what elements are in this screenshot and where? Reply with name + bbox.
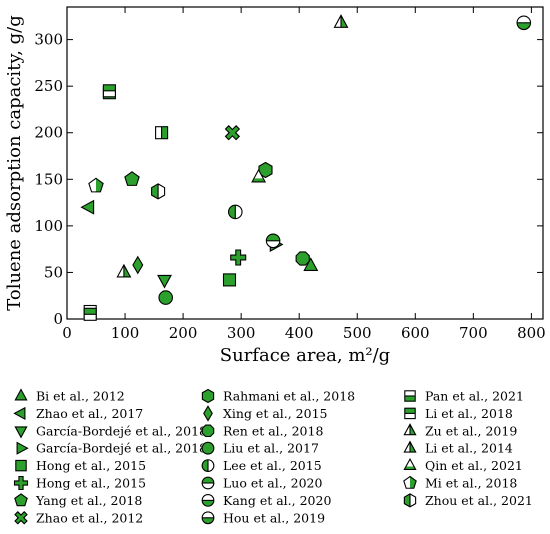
legend-label: Li et al., 2014 [425,441,513,456]
x-tick-label: 0 [62,324,72,342]
legend-label: Pan et al., 2021 [425,389,524,404]
plot-frame [66,6,544,320]
legend-label: Lee et al., 2015 [223,458,322,473]
legend-label: Zu et al., 2019 [425,423,517,438]
data-point [222,273,237,287]
x-tick-label: 700 [459,324,488,342]
legend-label: Hong et al., 2015 [36,458,146,473]
data-point [251,168,267,183]
legend-label: Rahmani et al., 2018 [223,389,355,404]
legend-marker [201,511,215,525]
legend-label: Hou et al., 2019 [223,510,325,525]
x-tick-label: 800 [517,324,546,342]
legend-marker [403,440,417,453]
legend-label: Liu et al., 2017 [223,441,319,456]
data-point [116,263,132,278]
legend-marker [403,493,417,508]
x-tick-label: 500 [343,324,372,342]
legend-marker [201,493,215,507]
legend-marker [14,493,28,507]
data-point [80,199,95,215]
legend-label: García-Bordejé et al., 2018 [36,423,207,438]
legend-marker [403,423,417,436]
data-point [151,183,166,200]
data-point [155,126,169,140]
legend-marker [201,459,215,473]
legend-marker [203,405,213,422]
legend-label: Hong et al., 2015 [36,476,146,491]
data-point [124,171,140,186]
legend-marker [404,390,416,402]
legend-label: Zhao et al., 2012 [36,510,143,525]
y-tick-label: 200 [34,124,63,142]
data-point [158,290,173,305]
data-point [516,15,532,31]
y-tick-label: 150 [34,170,63,188]
data-point [157,274,172,289]
y-tick-label: 0 [53,310,63,328]
legend-marker [201,388,215,404]
x-tick-label: 300 [227,324,256,342]
legend-label: Kang et al., 2020 [223,493,331,508]
x-tick-label: 200 [169,324,198,342]
y-tick-label: 50 [44,263,63,281]
legend-marker [14,511,28,525]
data-point [265,233,281,249]
legend-marker [14,388,28,401]
legend-marker [13,406,26,420]
x-axis-title: Surface area, m²/g [220,345,390,366]
legend-label: Mi et al., 2018 [425,476,517,491]
legend: Bi et al., 2012 Zhao et al., 2017 García-B… [13,388,533,525]
legend-marker [201,476,215,490]
legend-label: Luo et al., 2020 [223,476,322,491]
x-tick-label: 400 [285,324,314,342]
legend-marker [201,424,215,438]
legend-label: Xing et al., 2015 [223,406,328,421]
legend-marker [16,441,29,455]
data-point [258,161,273,179]
y-tick-label: 250 [34,77,63,95]
legend-marker [403,457,417,471]
legend-marker [14,426,28,439]
y-axis-title: Toluene adsorption capacity, g/g [4,15,25,310]
legend-label: Qin et al., 2021 [425,458,523,473]
legend-marker [15,459,27,472]
y-tick-label: 300 [34,31,63,49]
legend-marker [403,475,417,489]
legend-label: Yang et al., 2018 [35,493,142,508]
legend-marker [404,407,416,420]
legend-label: Li et al., 2018 [425,406,513,421]
legend-label: Zhou et al., 2021 [425,493,533,508]
x-tick-label: 600 [401,324,430,342]
data-point [295,251,310,266]
data-point [132,255,144,275]
y-tick-label: 100 [34,217,63,235]
data-point [230,249,247,266]
data-point [83,307,97,321]
legend-label: Zhao et al., 2017 [36,406,143,421]
data-point [333,14,349,28]
data-point [224,125,241,141]
legend-marker [201,441,215,455]
legend-label: Bi et al., 2012 [36,389,125,404]
data-point [228,204,243,220]
x-tick-label: 100 [111,324,140,342]
legend-marker [13,475,29,491]
data-point [303,257,319,271]
legend-label: García-Bordejé et al., 2018 [36,441,207,456]
data-point [88,177,104,193]
axis-ticks: 0 100 200 300 400 500 600 700 800 0 50 100 150 200 250… [34,7,546,342]
legend-label: Ren et al., 2018 [223,423,323,438]
data-points [80,14,532,321]
data-point [102,84,116,98]
